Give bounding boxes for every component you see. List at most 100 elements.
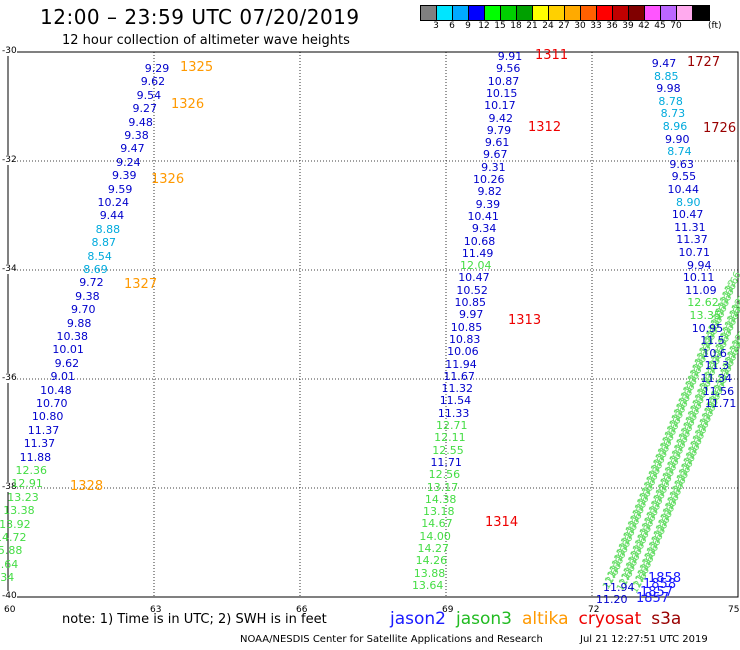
swh-value: 10.70	[36, 397, 68, 410]
swh-value: 11.34	[700, 372, 733, 385]
colorbar-tick-label: 45	[654, 21, 666, 31]
colorbar-tick-label: 12	[478, 21, 490, 31]
swh-value: 12.56	[428, 468, 461, 482]
swh-value: 8.85	[654, 69, 679, 83]
swh-value: 9.38	[75, 289, 100, 303]
swh-value: 13.18	[423, 505, 455, 519]
swh-value: 10.85	[450, 320, 483, 334]
colorbar-swatch	[549, 6, 565, 20]
credit-text: NOAA/NESDIS Center for Satellite Applica…	[240, 634, 543, 645]
swh-value: 11.94	[603, 581, 635, 594]
swh-value: 9.38	[124, 129, 149, 142]
swh-value: 9.72	[79, 276, 104, 290]
swh-value: 9.24	[116, 155, 141, 169]
swh-value: 9.79	[486, 123, 512, 137]
swh-value: 9.88	[66, 316, 92, 330]
swh-value: 14.38	[424, 492, 457, 506]
swh-value: 9.48	[128, 115, 153, 129]
swh-value: 13.92	[0, 517, 31, 531]
pass-time-label: 1314	[485, 515, 519, 530]
pass-time-label: 1726	[703, 121, 737, 136]
colorbar-swatch	[629, 6, 645, 20]
swh-value: 11.56	[702, 384, 735, 398]
swh-value: 11.49	[461, 246, 494, 260]
colorbar-swatch	[469, 6, 485, 20]
swh-value: 10.44	[667, 183, 700, 196]
swh-value: 14.67	[421, 517, 453, 531]
colorbar-tick-label: 27	[558, 21, 570, 31]
swh-value: 10.83	[448, 332, 481, 346]
swh-value: 9.42	[488, 111, 514, 125]
longitude-label: 69	[442, 605, 454, 615]
swh-value: 8.88	[95, 222, 121, 236]
pass-time-label: 1311	[535, 48, 569, 63]
swh-value: 9.54	[136, 88, 162, 102]
swh-value: 9.47	[120, 142, 145, 156]
swh-value: 11.71	[704, 397, 737, 411]
swh-value: 12.6	[730, 324, 740, 349]
swh-value: 13.17	[426, 480, 459, 494]
colorbar-swatch	[421, 6, 437, 20]
swh-value: 14.00	[419, 529, 451, 543]
colorbar-swatch	[501, 6, 517, 20]
swh-value: 11.67	[443, 369, 475, 383]
latitude-label: -32	[2, 155, 17, 165]
longitude-label: 72	[588, 605, 600, 615]
pass-time-label: 1326	[151, 172, 185, 187]
legend-item-s3a: s3a	[651, 609, 682, 629]
swh-value: 10.17	[484, 99, 516, 113]
swh-value: 9.82	[477, 185, 502, 199]
swh-value: 12.36	[15, 464, 48, 477]
swh-value: 11.5	[700, 334, 725, 348]
swh-value: 10.48	[40, 383, 72, 397]
swh-value: 10.47	[458, 271, 490, 285]
legend-item-jason2: jason2	[390, 609, 446, 629]
colorbar-swatch	[565, 6, 581, 20]
colorbar-swatch	[677, 6, 693, 20]
colorbar-tick-label: 36	[606, 21, 618, 31]
swh-value: 10.80	[31, 410, 64, 424]
pass-time-label: 1727	[687, 55, 721, 70]
swh-value: 8.90	[676, 195, 701, 209]
swh-value: 10.6	[702, 346, 727, 360]
colorbar-tick-label: 18	[510, 21, 522, 31]
longitude-label: 66	[296, 605, 308, 615]
colorbar-swatch	[661, 6, 677, 20]
swh-value: 8.78	[658, 94, 683, 108]
swh-value: 8.87	[91, 236, 117, 250]
pass-time-label: 1326	[171, 97, 205, 112]
longitude-label: 63	[150, 605, 162, 615]
longitude-label: 75	[728, 605, 740, 615]
swh-value: 9.61	[484, 136, 510, 150]
swh-value: 13.38	[3, 504, 35, 518]
swh-value: 14.72	[0, 531, 27, 544]
pass-time-label: 1857	[636, 591, 670, 606]
colorbar-tick-label: 6	[449, 21, 455, 31]
plot-border	[7, 51, 739, 598]
swh-value: 13.35	[689, 309, 722, 322]
latitude-label: -36	[2, 373, 17, 383]
swh-value: 10.71	[678, 246, 711, 259]
swh-value: 9.91	[497, 50, 523, 63]
swh-value: 11.54	[439, 394, 472, 408]
swh-value: 12.04	[460, 259, 492, 273]
swh-value: 10.68	[463, 234, 496, 248]
swh-value: 8.96	[662, 120, 688, 133]
pass-time-label: 1313	[508, 313, 542, 328]
swh-value: 11.71	[430, 455, 462, 469]
swh-value: 10.85	[454, 296, 487, 309]
latitude-label: -30	[2, 46, 17, 56]
colorbar-tick-label: 3	[433, 21, 439, 31]
pass-time-label: 1327	[124, 277, 158, 292]
swh-value: 12.6	[723, 270, 740, 295]
map-title: 12:00 – 23:59 UTC 07/20/2019	[40, 5, 360, 29]
longitude-label: 60	[4, 605, 16, 615]
swh-value: 9.31	[481, 160, 506, 174]
swh-value: 9.94	[687, 258, 712, 272]
swh-value: 8.73	[660, 107, 686, 121]
swh-value: 15.34	[0, 571, 15, 585]
colorbar-swatch	[533, 6, 549, 20]
colorbar-swatch	[437, 6, 453, 20]
swh-value: 9.98	[656, 82, 681, 96]
